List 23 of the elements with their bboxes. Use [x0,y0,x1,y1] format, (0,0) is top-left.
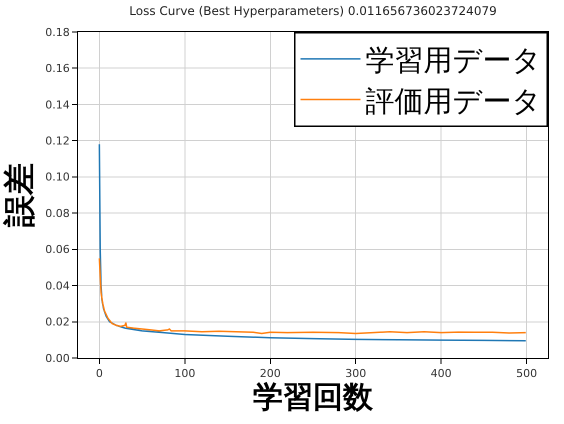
chart-title: Loss Curve (Best Hyperparameters) 0.011656736023724079 [129,4,497,18]
y-tick-label: 0.00 [45,352,70,365]
y-tick-label: 0.10 [45,170,70,184]
y-tick-label: 0.14 [45,98,70,112]
x-axis-title: 学習回数 [253,380,374,416]
x-tick-label: 200 [260,367,281,380]
x-tick-label: 500 [516,367,538,380]
x-tick-label: 100 [174,367,196,380]
x-tick-label: 400 [430,367,452,380]
x-tick-label: 300 [345,367,366,380]
y-tick-label: 0.08 [45,206,70,220]
line-series [98,144,527,342]
legend-label: 学習用データ [366,43,542,78]
y-tick-label: 0.04 [45,279,70,292]
line-series [98,258,527,334]
y-tick-label: 0.18 [45,26,70,39]
y-axis-title: 誤差 [0,163,38,228]
y-tick-label: 0.16 [45,62,70,76]
x-tick-label: 0 [96,367,103,380]
y-tick-label: 0.06 [45,243,70,256]
legend-label: 評価用データ [366,84,542,118]
y-tick-label: 0.12 [45,134,70,148]
y-tick-label: 0.02 [45,316,70,329]
